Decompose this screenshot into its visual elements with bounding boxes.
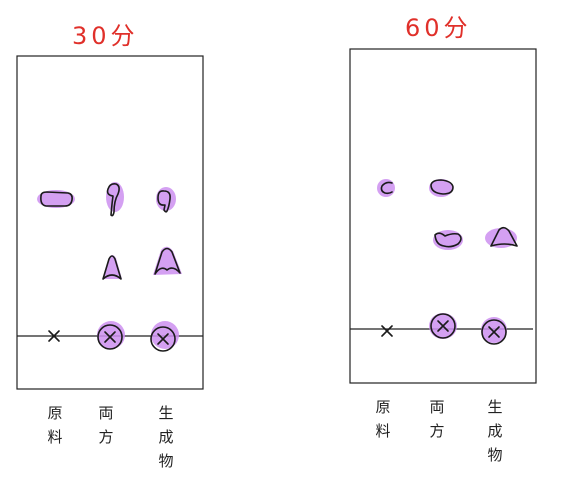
plate-title: 60分 xyxy=(405,14,472,42)
label-cospot-2: 方 xyxy=(98,428,113,446)
origin-mark xyxy=(488,326,500,338)
origin-mark xyxy=(381,325,393,337)
spot xyxy=(481,317,507,343)
origin-mark xyxy=(104,331,116,343)
label-product-2: 成 xyxy=(158,428,173,446)
spot-outline xyxy=(430,179,454,195)
spot-outline xyxy=(97,324,123,350)
plate-30min: 30分 原 xyxy=(16,22,204,470)
lane-product xyxy=(481,226,518,345)
spot-outline xyxy=(157,190,171,213)
origin-mark xyxy=(437,320,449,332)
label-cospot-2: 方 xyxy=(429,422,444,440)
spot-outline xyxy=(150,326,176,352)
spot xyxy=(377,179,395,197)
lane-labels: 原 料 両 方 生 成 物 xyxy=(47,404,173,470)
spot-outline xyxy=(102,255,122,280)
label-cospot-1: 両 xyxy=(429,398,444,416)
label-product-3: 物 xyxy=(158,452,173,470)
lane-cospot xyxy=(97,182,125,350)
plate-title: 30分 xyxy=(72,22,139,50)
label-product-2: 成 xyxy=(487,422,502,440)
spot-outline xyxy=(380,181,393,195)
label-product-1: 生 xyxy=(158,404,173,422)
lane-product xyxy=(150,187,182,352)
lane-labels: 原 料 両 方 生 成 物 xyxy=(375,398,502,464)
label-product-1: 生 xyxy=(487,398,502,416)
spot-outline xyxy=(490,226,518,247)
origin-mark xyxy=(157,333,169,345)
label-starting-material-2: 料 xyxy=(375,422,390,440)
label-product-3: 物 xyxy=(487,446,502,464)
plate-60min: 60分 原 料 xyxy=(349,14,537,464)
spot-outline xyxy=(106,183,120,217)
lane-starting-material xyxy=(37,190,75,342)
spot-outline xyxy=(434,232,462,248)
label-starting-material-1: 原 xyxy=(47,404,62,422)
spot-outline xyxy=(154,247,181,275)
label-cospot-1: 両 xyxy=(98,404,113,422)
label-starting-material-2: 料 xyxy=(47,428,62,446)
lane-cospot xyxy=(429,179,463,339)
lane-starting-material xyxy=(377,179,395,337)
spot xyxy=(37,190,75,208)
spot-outline xyxy=(430,313,456,339)
spot-outline xyxy=(40,191,73,207)
label-starting-material-1: 原 xyxy=(375,398,390,416)
origin-mark xyxy=(48,330,60,342)
spot-outline xyxy=(481,319,507,345)
